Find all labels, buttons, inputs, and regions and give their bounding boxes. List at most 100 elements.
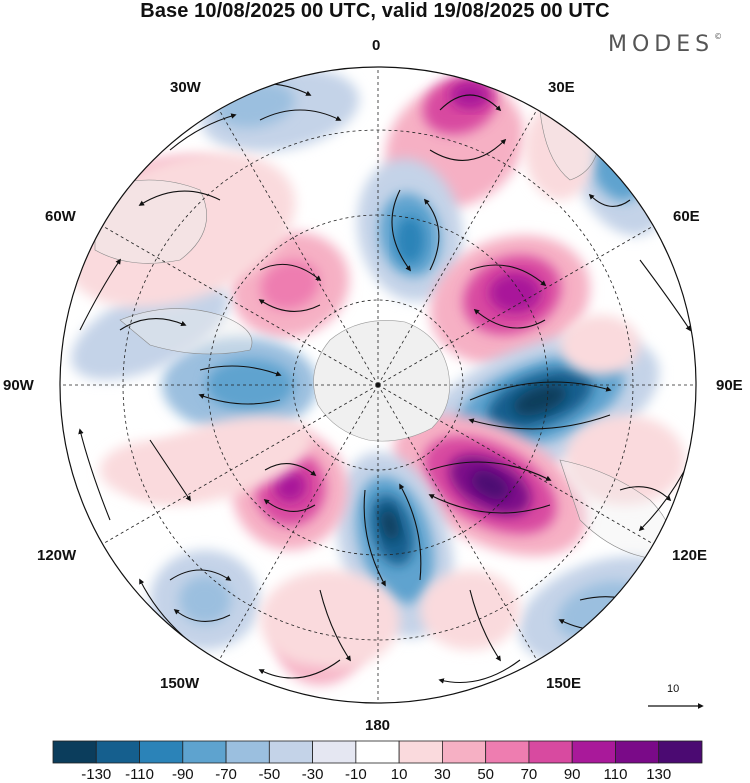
label-lon-120w: 120W — [37, 547, 77, 564]
brand-mark: © — [714, 32, 723, 41]
colorbar-swatch — [485, 740, 530, 764]
streamline — [169, 569, 232, 581]
greenland — [94, 179, 207, 264]
streamline — [429, 461, 552, 481]
anomaly-contour — [71, 280, 229, 380]
streamline — [319, 589, 351, 662]
colorbar-swatch — [398, 740, 443, 764]
colorbar — [52, 740, 703, 764]
meridian-line — [377, 109, 538, 386]
streamline — [619, 486, 672, 502]
streamline — [469, 589, 501, 662]
streamline — [391, 189, 411, 272]
label-lon-60e: 60E — [673, 208, 700, 225]
streamline — [588, 193, 631, 207]
land-masses — [94, 107, 673, 561]
reference-vector-label: 10 — [667, 683, 680, 695]
colorbar-swatch — [268, 740, 314, 764]
colorbar-tick-label: 10 — [390, 766, 408, 783]
streamline — [138, 190, 221, 206]
streamline — [264, 463, 317, 477]
streamline — [363, 489, 386, 587]
anomaly-contour — [395, 216, 425, 264]
label-lon-30e: 30E — [548, 79, 575, 96]
streamline — [429, 138, 507, 161]
anomaly-contour — [560, 315, 640, 375]
streamline — [439, 94, 502, 112]
streamline — [469, 264, 547, 287]
streamline — [639, 259, 691, 332]
streamline — [438, 659, 521, 684]
streamline — [198, 393, 281, 405]
colorbar-swatch — [95, 740, 140, 764]
colorbar-tick-label: -10 — [345, 766, 367, 783]
colorbar-tick-label: 110 — [603, 766, 628, 783]
streamline — [469, 381, 612, 401]
anomaly-contour — [274, 470, 306, 502]
label-lon-30w: 30W — [170, 79, 201, 96]
meridians — [60, 67, 696, 703]
colorbar-tick-label: 90 — [563, 766, 581, 783]
streamline — [119, 318, 187, 331]
meridian-line — [377, 225, 654, 386]
streamline — [169, 113, 237, 151]
colorbar-tick-label: -50 — [258, 766, 281, 783]
colorbar-swatch — [571, 740, 616, 764]
anomaly-contour — [179, 576, 231, 624]
label-lon-120e: 120E — [672, 547, 708, 564]
meridian-line — [218, 384, 379, 661]
streamline — [399, 483, 422, 581]
streamline — [473, 308, 546, 329]
colorbar-swatch — [182, 740, 227, 764]
colorbar-swatch — [225, 740, 270, 764]
meridian-line — [218, 109, 379, 386]
streamline — [199, 365, 282, 377]
streamline — [149, 439, 191, 502]
colorbar-tick-label: 50 — [477, 766, 494, 783]
colorbar-tick-label: -70 — [215, 766, 237, 783]
modes-logo: MODES© — [608, 32, 722, 57]
colorbar-swatch — [658, 740, 703, 764]
label-lon-90e: 90E — [716, 377, 743, 394]
colorbar-tick-label: 30 — [434, 766, 451, 783]
anomaly-contour — [381, 509, 399, 541]
label-lon-60w: 60W — [45, 208, 76, 225]
streamline — [258, 659, 341, 679]
streamline — [78, 428, 111, 521]
label-lon-90w: 90W — [3, 377, 34, 394]
map-boundary — [59, 66, 697, 704]
label-lon-0: 0 — [372, 37, 381, 54]
colorbar-swatch — [441, 740, 487, 764]
brand-name: MODES — [608, 32, 715, 57]
colorbar-swatch — [355, 740, 400, 764]
arctic-sea-ice — [313, 320, 450, 442]
anomaly-contour — [565, 415, 685, 505]
colorbar-tick-label: 70 — [520, 766, 538, 783]
colorbar-tick-label: 130 — [646, 766, 672, 783]
colorbar-swatch — [528, 740, 573, 764]
anomaly-contour — [420, 570, 520, 650]
streamline — [259, 263, 322, 282]
anomaly-contour — [260, 260, 320, 310]
map-title: Base 10/08/2025 00 UTC, valid 19/08/2025… — [140, 0, 610, 22]
streamline — [428, 494, 551, 514]
label-lon-180: 180 — [365, 717, 391, 734]
streamline — [79, 258, 121, 331]
streamline — [259, 109, 342, 121]
meridian-line — [102, 384, 379, 545]
colorbar-tick-label: -130 — [81, 766, 112, 783]
anomaly-contour — [471, 470, 509, 500]
colorbar-swatch — [139, 740, 184, 764]
anomaly-contour — [100, 440, 220, 500]
streamline — [173, 608, 231, 622]
colorbar-tick-label: -110 — [125, 766, 154, 783]
streamline — [258, 299, 321, 312]
meridian-line — [377, 384, 538, 661]
meridian-line — [377, 384, 654, 545]
colorbar-tick-label: -30 — [301, 766, 324, 783]
meridian-line — [102, 225, 379, 386]
colorbar-swatch — [615, 740, 660, 764]
anomaly-field — [60, 68, 685, 685]
colorbar-tick-label: -90 — [171, 766, 194, 783]
label-lon-150e: 150E — [546, 675, 582, 692]
